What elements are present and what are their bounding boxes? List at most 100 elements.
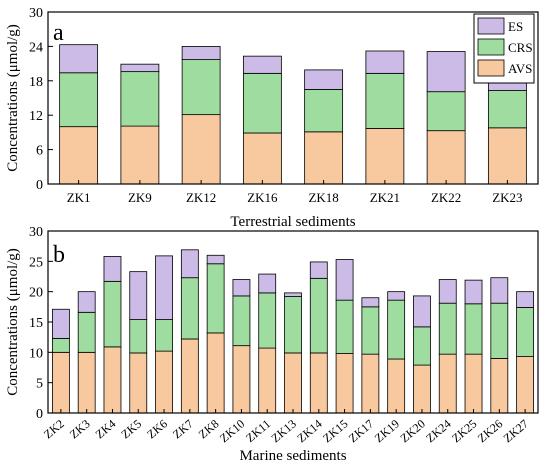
bar-avs-zk16 xyxy=(242,132,282,185)
y-tick-label: 24 xyxy=(29,40,43,55)
y-tick-label: 10 xyxy=(29,346,43,361)
bar-crs-zk7 xyxy=(180,277,199,340)
bar-avs-zk14 xyxy=(309,352,328,414)
bar-es-zk16 xyxy=(242,55,282,74)
bar-avs-zk21 xyxy=(365,127,405,185)
bar-avs-zk9 xyxy=(120,125,160,185)
bar-avs-zk5 xyxy=(129,352,148,414)
bar-crs-zk18 xyxy=(304,89,344,133)
bar-crs-zk4 xyxy=(103,280,122,348)
x-tick-label: ZK24 xyxy=(423,417,453,446)
bar-avs-zk23 xyxy=(487,127,527,185)
bar-es-zk14 xyxy=(309,261,328,279)
bar-es-zk6 xyxy=(155,255,173,320)
x-tick-label: ZK9 xyxy=(128,190,152,205)
bar-es-zk20 xyxy=(413,295,431,328)
x-tick-label: ZK4 xyxy=(93,417,119,442)
y-tick-label: 18 xyxy=(29,75,43,90)
bar-es-zk22 xyxy=(426,51,466,93)
bar-avs-zk15 xyxy=(335,353,354,414)
x-tick-label: ZK6 xyxy=(144,417,170,442)
legend-label-es: ES xyxy=(508,19,523,34)
bar-avs-zk24 xyxy=(438,353,457,414)
bar-crs-zk13 xyxy=(284,296,302,354)
bar-avs-zk2 xyxy=(51,351,70,414)
bar-crs-zk14 xyxy=(309,277,328,354)
bar-avs-zk17 xyxy=(361,353,380,414)
bar-crs-zk20 xyxy=(413,326,431,366)
bar-avs-zk13 xyxy=(284,352,302,414)
bar-es-zk24 xyxy=(438,279,457,304)
panel-label: a xyxy=(53,20,64,46)
x-axis-title: Marine sediments xyxy=(239,448,346,464)
x-tick-label: ZK8 xyxy=(196,417,222,442)
legend-swatch-crs xyxy=(477,38,505,56)
bar-crs-zk1 xyxy=(59,72,99,128)
y-axis-title: Concentrations (μmol/g) xyxy=(5,24,21,172)
x-tick-label: ZK15 xyxy=(320,417,350,446)
bar-avs-zk4 xyxy=(103,346,122,414)
bar-crs-zk6 xyxy=(155,319,173,352)
panel-label: b xyxy=(53,242,65,268)
x-tick-label: ZK1 xyxy=(67,190,91,205)
bar-avs-zk1 xyxy=(59,126,99,185)
bar-avs-zk11 xyxy=(258,347,277,414)
bar-crs-zk3 xyxy=(77,311,96,353)
bar-crs-zk15 xyxy=(335,299,354,354)
x-tick-label: ZK5 xyxy=(118,417,144,442)
bar-es-zk2 xyxy=(51,308,70,339)
bar-avs-zk12 xyxy=(181,114,221,185)
x-tick-label: ZK16 xyxy=(247,190,278,205)
bar-avs-zk19 xyxy=(387,358,406,414)
bar-es-zk26 xyxy=(490,277,509,304)
bar-crs-zk16 xyxy=(242,72,282,134)
bar-avs-zk6 xyxy=(155,350,173,414)
plot-frame-a xyxy=(47,11,539,185)
bar-avs-zk27 xyxy=(516,356,535,414)
bar-crs-zk27 xyxy=(516,307,535,357)
x-axis-title: Terrestrial sediments xyxy=(230,214,355,230)
x-tick-label: ZK21 xyxy=(370,190,400,205)
bar-es-zk25 xyxy=(464,279,483,305)
x-tick-label: ZK18 xyxy=(308,190,338,205)
x-tick-label: ZK14 xyxy=(294,417,324,446)
bar-crs-zk10 xyxy=(232,295,251,347)
bar-crs-zk26 xyxy=(490,302,509,359)
bar-es-zk1 xyxy=(59,44,99,74)
x-tick-label: ZK27 xyxy=(501,417,531,446)
bar-es-zk8 xyxy=(206,254,225,265)
y-tick-label: 20 xyxy=(29,286,43,301)
legend-swatch-avs xyxy=(477,59,505,77)
x-tick-label: ZK11 xyxy=(243,417,273,445)
bar-es-zk4 xyxy=(103,256,122,282)
bar-avs-zk10 xyxy=(232,345,251,414)
bar-avs-zk26 xyxy=(490,357,509,414)
y-tick-label: 30 xyxy=(29,6,43,21)
x-tick-label: ZK19 xyxy=(372,417,402,446)
bar-es-zk12 xyxy=(181,46,221,60)
bar-crs-zk23 xyxy=(487,90,527,129)
bar-crs-zk22 xyxy=(426,91,466,132)
x-tick-label: ZK23 xyxy=(492,190,522,205)
x-tick-label: ZK7 xyxy=(170,417,196,442)
x-tick-label: ZK12 xyxy=(186,190,216,205)
bar-avs-zk8 xyxy=(206,332,225,414)
bar-crs-zk12 xyxy=(181,59,221,116)
y-tick-label: 5 xyxy=(36,377,43,392)
bar-crs-zk17 xyxy=(361,306,380,355)
legend-label-crs: CRS xyxy=(508,40,533,55)
y-tick-label: 25 xyxy=(29,255,43,270)
bar-avs-zk18 xyxy=(304,131,344,185)
x-tick-label: ZK20 xyxy=(397,417,427,446)
x-tick-label: ZK2 xyxy=(41,417,67,442)
x-tick-label: ZK26 xyxy=(475,417,505,446)
bar-es-zk7 xyxy=(180,249,199,279)
bar-avs-zk22 xyxy=(426,130,466,185)
bar-es-zk9 xyxy=(120,63,160,73)
bar-es-zk17 xyxy=(361,297,380,308)
bar-crs-zk25 xyxy=(464,303,483,355)
bar-es-zk3 xyxy=(77,291,96,313)
bar-es-zk13 xyxy=(284,292,302,297)
y-tick-label: 15 xyxy=(29,316,43,331)
